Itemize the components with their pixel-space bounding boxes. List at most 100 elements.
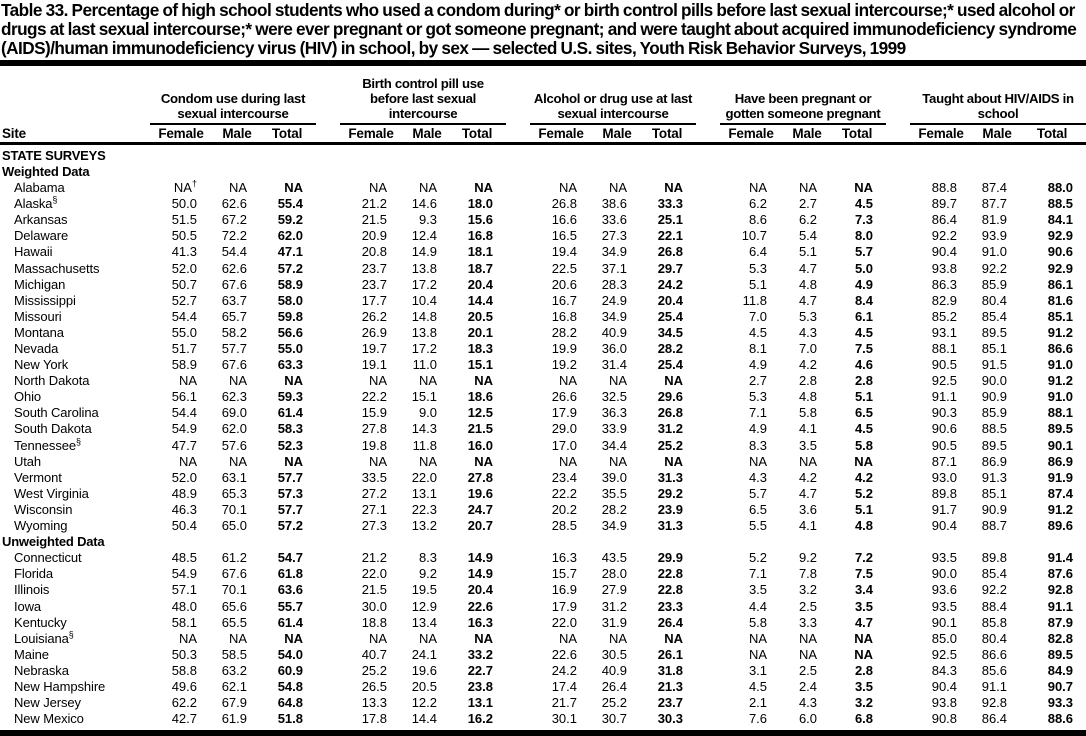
column-gap <box>886 277 910 293</box>
value-cell: 3.5 <box>854 678 874 694</box>
column-gap <box>886 599 910 615</box>
column-gap <box>886 438 910 454</box>
value-cell: 24.1 <box>411 646 438 662</box>
group-gap <box>316 66 340 124</box>
table-row: Wisconsin 46.3 70.1 57.7 27.1 22.3 24.7 20.2 28.… <box>0 502 1086 518</box>
value-cell: 31.4 <box>601 357 628 373</box>
group-gap <box>506 66 530 124</box>
column-gap <box>886 389 910 405</box>
column-gap <box>506 486 530 502</box>
site-cell: New Jersey <box>14 695 81 711</box>
value-cell: 22.1 <box>657 228 684 244</box>
value-cell: 29.0 <box>551 421 578 437</box>
value-cell: 87.4 <box>1047 485 1074 501</box>
value-cell: 26.6 <box>551 389 578 405</box>
column-gap <box>506 566 530 582</box>
value-cell: 65.3 <box>221 485 247 501</box>
value-cell: 29.7 <box>657 260 684 276</box>
column-gap <box>696 566 720 582</box>
value-cell: 20.2 <box>551 501 578 517</box>
value-cell: 92.2 <box>981 582 1008 598</box>
value-cell: 13.1 <box>467 695 494 711</box>
site-cell: South Carolina <box>14 405 99 421</box>
table-row: Missouri 54.4 65.7 59.8 26.2 14.8 20.5 16.8 34.9… <box>0 309 1086 325</box>
column-gap <box>696 599 720 615</box>
value-cell: 61.9 <box>221 711 247 727</box>
value-cell: 10.4 <box>411 292 438 308</box>
value-cell: NA <box>178 373 197 389</box>
value-cell: 51.8 <box>277 711 304 727</box>
value-cell: 86.4 <box>981 711 1008 727</box>
value-cell: 40.9 <box>601 662 628 678</box>
value-cell: 5.2 <box>748 550 768 566</box>
value-cell: 90.4 <box>931 678 958 694</box>
value-cell: 85.4 <box>981 308 1008 324</box>
value-cell: 90.0 <box>981 373 1008 389</box>
value-cell: 86.9 <box>1047 453 1074 469</box>
site-cell: West Virginia <box>14 485 89 501</box>
value-cell: 28.0 <box>601 566 628 582</box>
value-cell: 62.1 <box>221 678 247 694</box>
value-cell: 58.2 <box>221 324 247 340</box>
value-cell: 38.6 <box>601 196 628 212</box>
value-cell: 3.5 <box>854 598 874 614</box>
value-cell: 2.8 <box>854 373 874 389</box>
column-gap <box>506 180 530 196</box>
table-row: South Carolina 54.4 69.0 61.4 15.9 9.0 12.5 17.… <box>0 405 1086 421</box>
table-row: Maine 50.3 58.5 54.0 40.7 24.1 33.2 22.6 30.5 26.… <box>0 647 1086 663</box>
column-gap <box>506 615 530 631</box>
column-gap <box>696 486 720 502</box>
section-label: Weighted Data <box>2 163 90 179</box>
column-gap <box>696 663 720 679</box>
value-cell: 27.8 <box>361 421 388 437</box>
column-gap <box>696 615 720 631</box>
value-cell: 86.9 <box>981 453 1008 469</box>
table-row: New Jersey 62.2 67.9 64.8 13.3 12.2 13.1 21.7 25… <box>0 695 1086 711</box>
value-cell: 90.0 <box>931 566 958 582</box>
value-cell: 12.9 <box>411 598 438 614</box>
value-cell: 28.2 <box>601 501 628 517</box>
value-cell: 93.0 <box>931 469 958 485</box>
value-cell: 5.8 <box>798 405 818 421</box>
value-cell: NA <box>418 453 438 469</box>
value-cell: 86.6 <box>981 646 1008 662</box>
value-cell: NA <box>854 180 874 196</box>
value-cell: 13.3 <box>361 695 388 711</box>
value-cell: 4.7 <box>798 485 818 501</box>
table-row: South Dakota 54.9 62.0 58.3 27.8 14.3 21.5 29.0… <box>0 421 1086 437</box>
value-cell: 19.1 <box>361 357 388 373</box>
value-cell: 36.0 <box>601 341 628 357</box>
value-cell: 6.5 <box>854 405 874 421</box>
value-cell: 22.6 <box>467 598 494 614</box>
table-row: Michigan 50.7 67.6 58.9 23.7 17.2 20.4 20.6 28.3… <box>0 277 1086 293</box>
column-gap <box>316 180 340 196</box>
site-cell: South Dakota <box>14 421 92 437</box>
site-cell: Arkansas <box>14 212 68 228</box>
value-cell: 14.4 <box>411 711 438 727</box>
column-gap <box>316 196 340 212</box>
site-cell: Kentucky <box>14 614 67 630</box>
value-cell: 58.9 <box>171 357 197 373</box>
value-cell: NA <box>228 453 247 469</box>
column-gap <box>886 180 910 196</box>
column-gap <box>696 357 720 373</box>
value-cell: 69.0 <box>221 405 247 421</box>
value-cell: 33.5 <box>361 469 388 485</box>
column-gap <box>886 518 910 534</box>
value-cell: 58.5 <box>221 646 247 662</box>
value-cell: 84.3 <box>931 662 958 678</box>
value-cell: 31.3 <box>657 518 684 534</box>
column-gap <box>886 566 910 582</box>
value-cell: 20.4 <box>467 582 494 598</box>
column-gap <box>506 663 530 679</box>
bottom-rule <box>0 730 1086 736</box>
column-gap <box>316 309 340 325</box>
value-cell: 7.1 <box>748 566 768 582</box>
value-cell: 90.4 <box>931 518 958 534</box>
site-cell: Nevada <box>14 341 59 357</box>
table-row: Massachusetts 52.0 62.6 57.2 23.7 13.8 18.7 22.… <box>0 261 1086 277</box>
value-cell: NA <box>368 453 388 469</box>
section-row: STATE SURVEYS <box>0 143 1086 164</box>
value-cell: 57.6 <box>221 437 247 453</box>
value-cell: 13.4 <box>411 614 438 630</box>
